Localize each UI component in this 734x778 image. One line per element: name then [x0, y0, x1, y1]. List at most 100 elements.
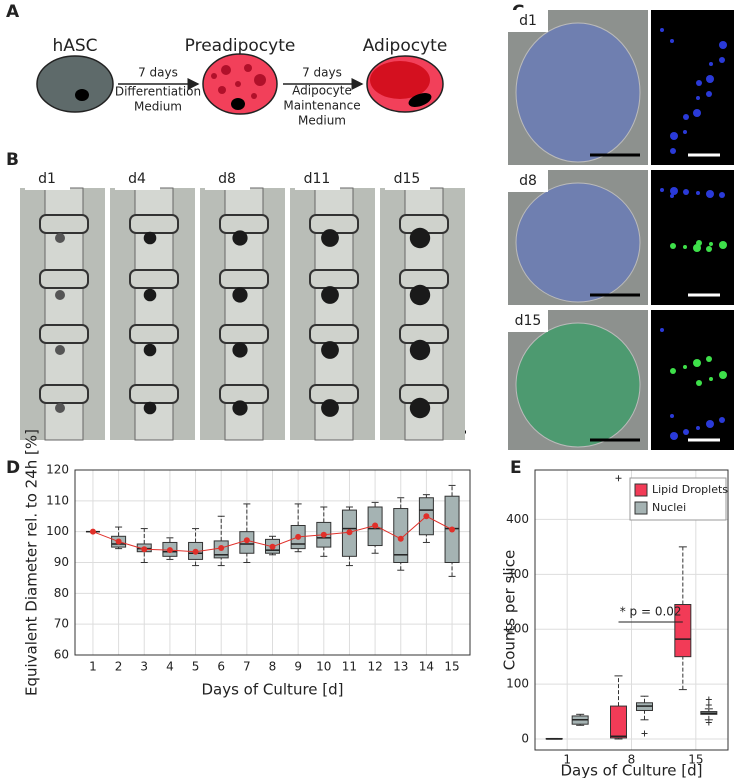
outlier [705, 696, 712, 703]
fluor-dot [670, 243, 676, 249]
trap [309, 324, 359, 344]
y-tick-label: 400 [506, 512, 529, 526]
trap [399, 324, 449, 344]
cell-name: hASC [52, 36, 97, 56]
annotation: * p = 0.02 [620, 605, 682, 619]
fluor-dot [706, 420, 714, 428]
fluor-dot [670, 39, 674, 43]
fluor-dot [696, 80, 702, 86]
fluor-dot [696, 426, 700, 430]
microscope-image: d8 [200, 168, 285, 441]
trap [129, 214, 179, 234]
day-label: d8 [519, 173, 537, 189]
y-tick-label: 90 [54, 555, 69, 569]
label-tab [115, 168, 160, 190]
x-tick-label: 3 [140, 660, 148, 674]
spheroid [409, 397, 431, 419]
mean-point [115, 538, 122, 545]
spheroid [232, 400, 248, 416]
trap [39, 269, 89, 289]
box [674, 604, 692, 658]
fluor-dot [706, 91, 712, 97]
day-label: d1 [519, 13, 537, 29]
confocal-image: d1 [508, 10, 734, 165]
day-label: d15 [394, 171, 421, 187]
fluor-dot [683, 189, 689, 195]
y-tick-label: 200 [506, 622, 529, 636]
step-text: 7 days [138, 66, 178, 80]
label-tab [205, 168, 250, 190]
y-tick-label: 100 [46, 524, 69, 538]
day-label: d4 [128, 171, 146, 187]
fluor-dot [709, 62, 713, 66]
fluor-dot [719, 192, 725, 198]
x-tick-label: 8 [628, 753, 636, 767]
fluor-dot [719, 371, 727, 379]
y-tick-label: 120 [46, 463, 69, 477]
spheroid [55, 290, 65, 300]
spheroid [409, 339, 431, 361]
microscope-image: d11 [290, 168, 375, 441]
trap [219, 269, 269, 289]
mean-point [141, 546, 148, 553]
spheroid [321, 341, 339, 359]
fluor-dot [696, 191, 700, 195]
spheroid [143, 288, 157, 302]
fluor-dot [670, 432, 678, 440]
x-tick-label: 1 [89, 660, 97, 674]
fluor-dot [670, 414, 674, 418]
fluor-dot [706, 190, 714, 198]
fluor-dot [706, 356, 712, 362]
trap [219, 384, 269, 404]
mean-point [218, 545, 225, 552]
confocal-image: d15 [508, 310, 734, 450]
spheroid [55, 345, 65, 355]
x-tick-label: 1 [563, 753, 571, 767]
mean-point [346, 529, 353, 536]
spheroid [55, 233, 65, 243]
panel-label: A [6, 2, 20, 22]
mean-point [89, 528, 96, 535]
spheroid [232, 287, 248, 303]
spheroid [515, 22, 641, 163]
cell-name: Preadipocyte [185, 36, 296, 56]
fluor-dot [693, 109, 701, 117]
fluor-bg [651, 10, 734, 165]
x-tick-label: 4 [166, 660, 174, 674]
x-axis-label: Days of Culture [d] [201, 681, 343, 699]
outlier [705, 701, 712, 708]
label-tab [25, 168, 70, 190]
outlier [615, 475, 622, 482]
fluor-dot [683, 245, 687, 249]
x-tick-label: 2 [115, 660, 123, 674]
step-text: Maintenance [283, 99, 360, 113]
fluor-dot [719, 41, 727, 49]
x-tick-label: 6 [217, 660, 225, 674]
x-tick-label: 7 [243, 660, 251, 674]
fluor-bg [651, 170, 734, 305]
spheroid [409, 284, 431, 306]
mean-point [449, 526, 456, 533]
fluor-dot [670, 368, 676, 374]
step-text: Adipocyte [292, 84, 352, 98]
trap [219, 214, 269, 234]
spheroid [232, 342, 248, 358]
spheroid [409, 227, 431, 249]
legend-swatch [634, 483, 648, 497]
x-tick-label: 13 [393, 660, 408, 674]
panel-label: D [6, 458, 20, 478]
y-tick-label: 60 [54, 648, 69, 662]
mean-point [372, 522, 379, 529]
fluor-dot [670, 132, 678, 140]
fluor-dot [683, 365, 687, 369]
day-label: d15 [515, 313, 542, 329]
trap [399, 269, 449, 289]
outlier [705, 719, 712, 726]
trap [39, 384, 89, 404]
cell-name: Adipocyte [363, 36, 448, 56]
spheroid [515, 182, 641, 303]
y-axis-label: Equivalent Diameter rel. to 24h [%] [23, 429, 41, 696]
y-axis-label: Counts per slice [501, 550, 519, 670]
fluor-dot [683, 114, 689, 120]
